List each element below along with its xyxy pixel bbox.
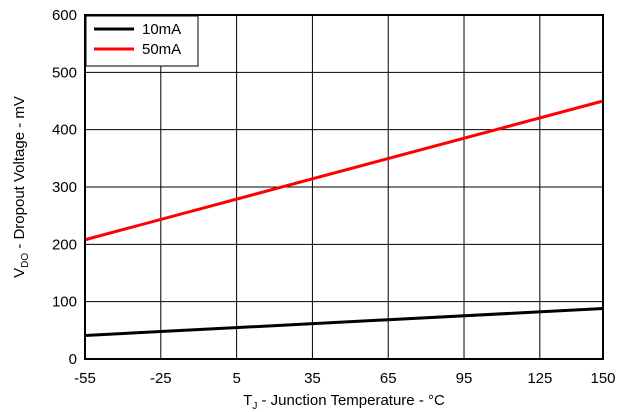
x-tick-label: -25 [150,370,172,387]
x-tick-label: -55 [74,370,96,387]
y-tick-label: 0 [69,351,77,368]
x-axis-label-main: T [243,392,252,409]
x-tick-label: 150 [590,370,615,387]
y-tick-label: 400 [52,122,77,139]
y-axis-label-rest: - Dropout Voltage - mV [11,96,28,253]
y-tick-labels: 0 100 200 300 400 500 600 [52,7,77,368]
legend-label-10mA: 10mA [142,21,181,38]
x-tick-label: 5 [232,370,240,387]
y-tick-label: 300 [52,179,77,196]
y-tick-label: 500 [52,64,77,81]
x-tick-label: 95 [456,370,473,387]
x-tick-label: 65 [380,370,397,387]
x-tick-label: 35 [304,370,321,387]
x-tick-labels: -55 -25 5 35 65 95 125 150 [74,370,615,387]
y-tick-label: 600 [52,7,77,24]
series-lines [84,99,604,337]
x-axis-label-sub: J [252,401,257,412]
legend: 10mA 50mA [85,15,199,67]
y-tick-label: 100 [52,294,77,311]
series-line-10mA [84,307,604,337]
series-line-50mA [84,99,604,242]
plot-frame [84,14,604,360]
y-axis-label: VDO - Dropout Voltage - mV [11,96,31,278]
x-axis-label: TJ - Junction Temperature - °C [243,392,445,412]
y-axis-label-sub: DO [20,253,31,268]
y-tick-label: 200 [52,236,77,253]
grid [84,14,604,360]
legend-label-50mA: 50mA [142,41,181,58]
x-tick-label: 125 [527,370,552,387]
legend-box [85,15,199,67]
x-axis-label-rest: - Junction Temperature - °C [257,392,445,409]
y-axis-label-main: V [11,268,28,278]
